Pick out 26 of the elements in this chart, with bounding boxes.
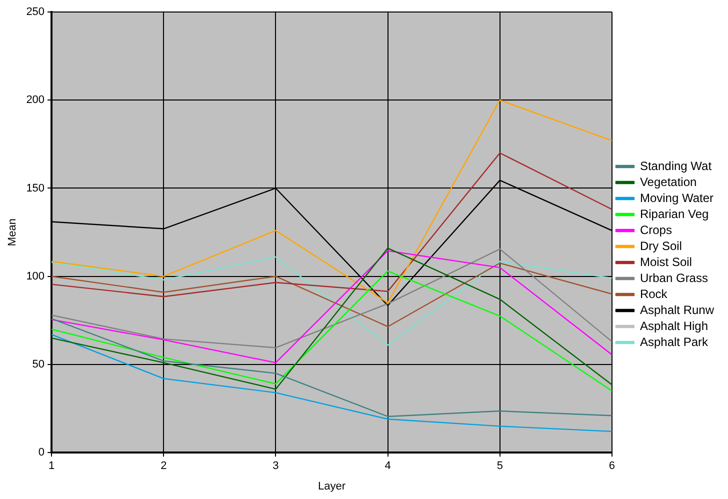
x-tick-label: 2 xyxy=(160,460,167,472)
x-tick-label: 1 xyxy=(48,460,55,472)
legend-label: Asphalt Park xyxy=(640,334,709,349)
legend-label: Standing Wat xyxy=(640,158,712,173)
y-axis-title: Mean xyxy=(6,218,19,246)
x-tick-label: 6 xyxy=(608,460,616,472)
legend-label: Riparian Veg xyxy=(640,206,709,221)
legend-label: Asphalt High xyxy=(640,318,708,333)
legend-label: Urban Grass xyxy=(640,270,708,285)
x-tick-label: 5 xyxy=(496,460,503,472)
y-tick-label: 200 xyxy=(26,94,45,106)
legend-label: Rock xyxy=(640,286,668,301)
y-tick-label: 0 xyxy=(38,446,45,459)
y-tick-label: 100 xyxy=(26,270,45,282)
y-tick-label: 150 xyxy=(26,182,45,194)
legend-label: Moving Water xyxy=(640,190,714,205)
legend-label: Moist Soil xyxy=(640,254,692,269)
legend-label: Vegetation xyxy=(640,174,697,189)
legend-label: Crops xyxy=(640,222,672,237)
x-axis-title: Layer xyxy=(318,480,346,492)
y-tick-label: 250 xyxy=(26,6,45,18)
y-tick-label: 50 xyxy=(32,358,45,371)
x-tick-label: 3 xyxy=(272,460,279,472)
x-tick-label: 4 xyxy=(384,460,391,472)
legend-label: Dry Soil xyxy=(640,238,682,253)
legend-label: Asphalt Runw xyxy=(640,302,714,317)
